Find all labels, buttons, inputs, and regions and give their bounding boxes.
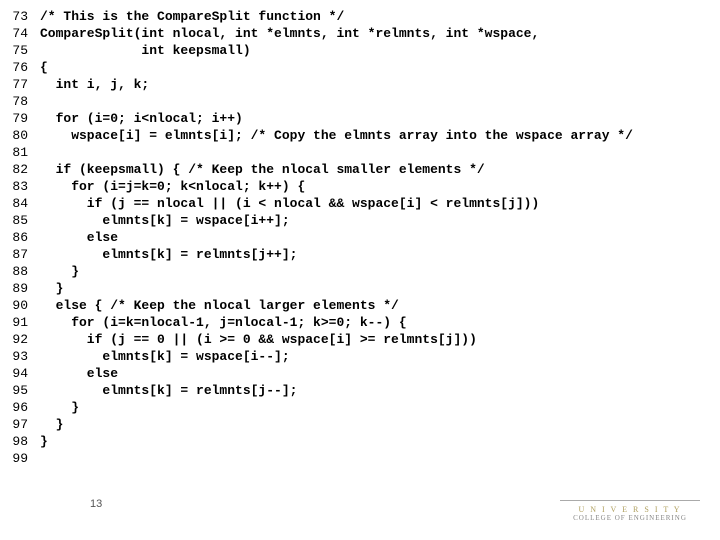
code-line: 76{ [0, 59, 720, 76]
line-number: 93 [0, 348, 40, 365]
line-number: 95 [0, 382, 40, 399]
code-text: if (keepsmall) { /* Keep the nlocal smal… [40, 161, 485, 178]
line-number: 79 [0, 110, 40, 127]
line-number: 86 [0, 229, 40, 246]
code-line: 80 wspace[i] = elmnts[i]; /* Copy the el… [0, 127, 720, 144]
code-line: 77 int i, j, k; [0, 76, 720, 93]
code-line: 92 if (j == 0 || (i >= 0 && wspace[i] >=… [0, 331, 720, 348]
code-line: 81 [0, 144, 720, 161]
line-number: 92 [0, 331, 40, 348]
line-number: 98 [0, 433, 40, 450]
line-number: 85 [0, 212, 40, 229]
code-line: 97 } [0, 416, 720, 433]
code-text: elmnts[k] = relmnts[j--]; [40, 382, 297, 399]
line-number: 80 [0, 127, 40, 144]
code-line: 83 for (i=j=k=0; k<nlocal; k++) { [0, 178, 720, 195]
code-line: 99 [0, 450, 720, 467]
line-number: 82 [0, 161, 40, 178]
code-text: else [40, 365, 118, 382]
code-text: elmnts[k] = wspace[i--]; [40, 348, 290, 365]
code-text: wspace[i] = elmnts[i]; /* Copy the elmnt… [40, 127, 633, 144]
code-line: 87 elmnts[k] = relmnts[j++]; [0, 246, 720, 263]
code-line: 90 else { /* Keep the nlocal larger elem… [0, 297, 720, 314]
code-line: 75 int keepsmall) [0, 42, 720, 59]
code-text: } [40, 280, 63, 297]
code-text: } [40, 433, 48, 450]
code-text: } [40, 416, 63, 433]
line-number: 77 [0, 76, 40, 93]
footer-college: COLLEGE OF ENGINEERING [560, 514, 700, 522]
code-text: CompareSplit(int nlocal, int *elmnts, in… [40, 25, 539, 42]
code-text: for (i=j=k=0; k<nlocal; k++) { [40, 178, 305, 195]
code-line: 98} [0, 433, 720, 450]
line-number: 84 [0, 195, 40, 212]
line-number: 97 [0, 416, 40, 433]
line-number: 81 [0, 144, 40, 161]
line-number: 96 [0, 399, 40, 416]
footer-rule [560, 500, 700, 501]
code-line: 82 if (keepsmall) { /* Keep the nlocal s… [0, 161, 720, 178]
line-number: 75 [0, 42, 40, 59]
code-text: for (i=0; i<nlocal; i++) [40, 110, 243, 127]
code-line: 74CompareSplit(int nlocal, int *elmnts, … [0, 25, 720, 42]
code-text: { [40, 59, 48, 76]
code-line: 84 if (j == nlocal || (i < nlocal && wsp… [0, 195, 720, 212]
code-line: 79 for (i=0; i<nlocal; i++) [0, 110, 720, 127]
line-number: 87 [0, 246, 40, 263]
code-text: else { /* Keep the nlocal larger element… [40, 297, 399, 314]
slide-number: 13 [90, 498, 102, 510]
line-number: 76 [0, 59, 40, 76]
code-text: } [40, 263, 79, 280]
line-number: 91 [0, 314, 40, 331]
line-number: 99 [0, 450, 40, 467]
code-line: 93 elmnts[k] = wspace[i--]; [0, 348, 720, 365]
code-text: elmnts[k] = wspace[i++]; [40, 212, 290, 229]
code-line: 88 } [0, 263, 720, 280]
code-line: 78 [0, 93, 720, 110]
line-number: 88 [0, 263, 40, 280]
code-text: if (j == 0 || (i >= 0 && wspace[i] >= re… [40, 331, 477, 348]
footer-university: U N I V E R S I T Y [560, 505, 700, 514]
footer-logo: U N I V E R S I T Y COLLEGE OF ENGINEERI… [560, 500, 700, 522]
code-text: elmnts[k] = relmnts[j++]; [40, 246, 297, 263]
line-number: 83 [0, 178, 40, 195]
code-line: 89 } [0, 280, 720, 297]
code-line: 73/* This is the CompareSplit function *… [0, 8, 720, 25]
line-number: 73 [0, 8, 40, 25]
code-line: 85 elmnts[k] = wspace[i++]; [0, 212, 720, 229]
line-number: 89 [0, 280, 40, 297]
code-line: 96 } [0, 399, 720, 416]
line-number: 94 [0, 365, 40, 382]
code-line: 86 else [0, 229, 720, 246]
line-number: 74 [0, 25, 40, 42]
code-listing: 73/* This is the CompareSplit function *… [0, 0, 720, 467]
code-line: 91 for (i=k=nlocal-1, j=nlocal-1; k>=0; … [0, 314, 720, 331]
code-line: 94 else [0, 365, 720, 382]
code-text: } [40, 399, 79, 416]
code-text: for (i=k=nlocal-1, j=nlocal-1; k>=0; k--… [40, 314, 407, 331]
code-text: int keepsmall) [40, 42, 251, 59]
code-text: else [40, 229, 118, 246]
code-text: /* This is the CompareSplit function */ [40, 8, 344, 25]
code-line: 95 elmnts[k] = relmnts[j--]; [0, 382, 720, 399]
line-number: 78 [0, 93, 40, 110]
line-number: 90 [0, 297, 40, 314]
code-text: if (j == nlocal || (i < nlocal && wspace… [40, 195, 539, 212]
code-text: int i, j, k; [40, 76, 149, 93]
